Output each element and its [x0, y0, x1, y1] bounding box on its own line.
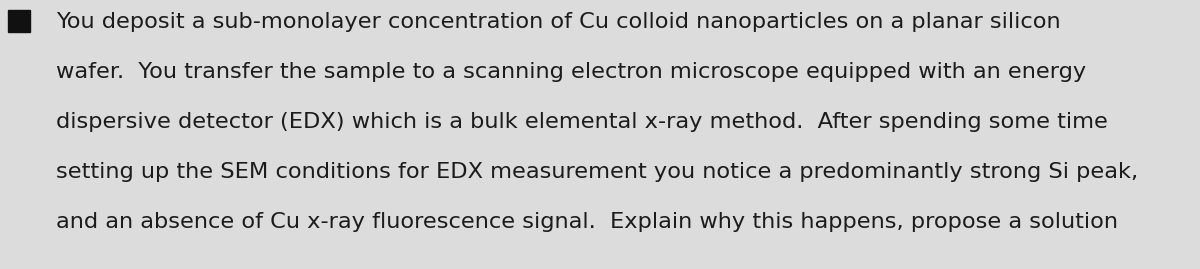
FancyBboxPatch shape	[8, 10, 30, 32]
Text: wafer.  You transfer the sample to a scanning electron microscope equipped with : wafer. You transfer the sample to a scan…	[56, 62, 1087, 82]
Text: dispersive detector (EDX) which is a bulk elemental x-ray method.  After spendin: dispersive detector (EDX) which is a bul…	[56, 112, 1109, 132]
Text: and an absence of Cu x-ray fluorescence signal.  Explain why this happens, propo: and an absence of Cu x-ray fluorescence …	[56, 212, 1118, 232]
Text: You deposit a sub-monolayer concentration of Cu colloid nanoparticles on a plana: You deposit a sub-monolayer concentratio…	[56, 12, 1061, 32]
Text: setting up the SEM conditions for EDX measurement you notice a predominantly str: setting up the SEM conditions for EDX me…	[56, 162, 1139, 182]
